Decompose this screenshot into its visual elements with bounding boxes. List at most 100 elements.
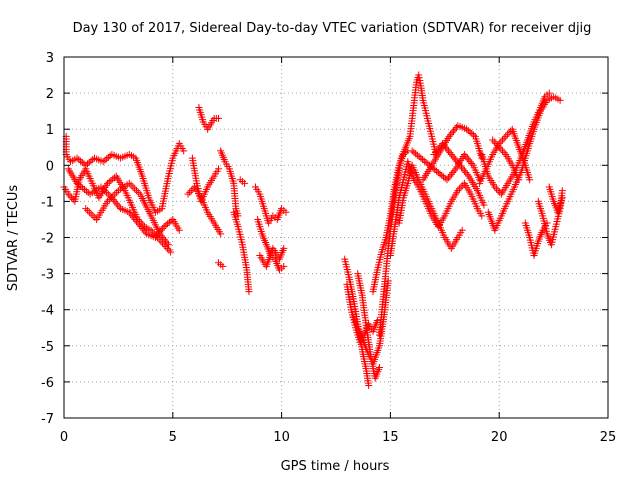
- data-point: [434, 169, 442, 177]
- data-point: [497, 138, 505, 146]
- track-arc-24: [419, 122, 486, 184]
- data-point: [167, 248, 175, 256]
- data-point: [282, 208, 290, 216]
- data-point: [85, 158, 93, 166]
- data-point: [175, 226, 183, 234]
- data-point: [115, 203, 123, 211]
- track-arc-12: [251, 183, 290, 227]
- data-point: [478, 212, 486, 220]
- data-point: [64, 190, 72, 198]
- data-point: [73, 154, 81, 162]
- track-arc-13: [254, 215, 288, 274]
- data-point: [68, 194, 76, 202]
- data-point: [125, 179, 133, 187]
- data-point: [436, 170, 444, 178]
- track-arc-4: [82, 179, 172, 249]
- data-point: [187, 187, 195, 195]
- track-arc-18: [349, 277, 392, 368]
- track-arc-22: [395, 161, 466, 252]
- data-point: [498, 136, 506, 144]
- data-point: [111, 197, 119, 205]
- data-point: [498, 147, 506, 155]
- data-point: [219, 262, 227, 270]
- data-point: [138, 224, 146, 232]
- data-point: [463, 125, 471, 133]
- y-tick-label: -2: [41, 232, 54, 247]
- data-point: [492, 185, 500, 193]
- data-point: [104, 179, 112, 187]
- data-point: [449, 169, 457, 177]
- x-axis-ticks: 0 5 10 15 20 25: [60, 57, 616, 445]
- data-point: [448, 129, 456, 137]
- data-point: [113, 188, 121, 196]
- data-point: [280, 244, 288, 252]
- data-point: [438, 171, 446, 179]
- data-markers: [60, 71, 566, 390]
- data-point: [112, 199, 120, 207]
- data-point: [101, 156, 109, 164]
- data-point: [133, 217, 141, 225]
- data-point: [87, 157, 95, 165]
- data-point: [89, 156, 97, 164]
- y-tick-label: 1: [46, 123, 54, 138]
- data-point: [127, 210, 135, 218]
- data-point: [241, 179, 249, 187]
- y-tick-label: -5: [41, 340, 54, 355]
- data-point: [114, 201, 122, 209]
- data-point: [130, 214, 138, 222]
- data-point: [87, 210, 95, 218]
- data-point: [101, 187, 109, 195]
- data-point: [134, 219, 142, 227]
- track-arc-9: [214, 259, 227, 270]
- x-tick-label: 20: [491, 430, 508, 445]
- data-point: [104, 153, 112, 161]
- data-point: [443, 145, 451, 153]
- data-point: [445, 132, 453, 140]
- data-point: [104, 190, 112, 198]
- data-point: [480, 201, 488, 209]
- data-point: [470, 131, 478, 139]
- data-point: [434, 145, 442, 153]
- data-point: [444, 147, 452, 155]
- data-point: [107, 176, 115, 184]
- y-axis-ticks: -7 -6 -5 -4 -3 -2 -1 0 1 2 3: [41, 51, 608, 427]
- data-point: [103, 155, 111, 163]
- data-point: [558, 194, 566, 202]
- data-point: [460, 150, 468, 158]
- track-arc-6: [195, 104, 222, 133]
- data-point: [452, 156, 460, 164]
- data-point: [160, 223, 168, 231]
- data-point: [466, 158, 474, 166]
- data-point: [457, 183, 465, 191]
- data-point: [75, 156, 83, 164]
- data-point: [84, 206, 92, 214]
- data-point: [159, 234, 167, 241]
- data-point: [500, 134, 508, 142]
- data-point: [99, 158, 107, 166]
- data-point: [420, 157, 428, 165]
- data-point: [164, 220, 172, 228]
- data-point: [413, 151, 421, 159]
- data-point: [415, 153, 423, 161]
- data-point: [81, 186, 89, 194]
- data-point: [140, 226, 148, 234]
- data-point: [85, 208, 93, 216]
- track-arc-10: [236, 176, 249, 187]
- data-point: [97, 183, 105, 191]
- data-point: [460, 167, 468, 175]
- data-point: [162, 221, 170, 229]
- data-point: [133, 187, 141, 195]
- data-point: [102, 188, 110, 196]
- data-point: [494, 141, 502, 149]
- data-point: [410, 148, 418, 156]
- data-point: [497, 145, 505, 153]
- data-point: [165, 246, 173, 254]
- y-tick-label: -7: [41, 412, 54, 427]
- data-point: [82, 205, 90, 213]
- data-point: [494, 187, 502, 195]
- data-point: [105, 178, 113, 186]
- x-tick-label: 10: [273, 430, 290, 445]
- data-point: [135, 221, 143, 229]
- data-point: [433, 167, 441, 175]
- data-point: [424, 160, 432, 168]
